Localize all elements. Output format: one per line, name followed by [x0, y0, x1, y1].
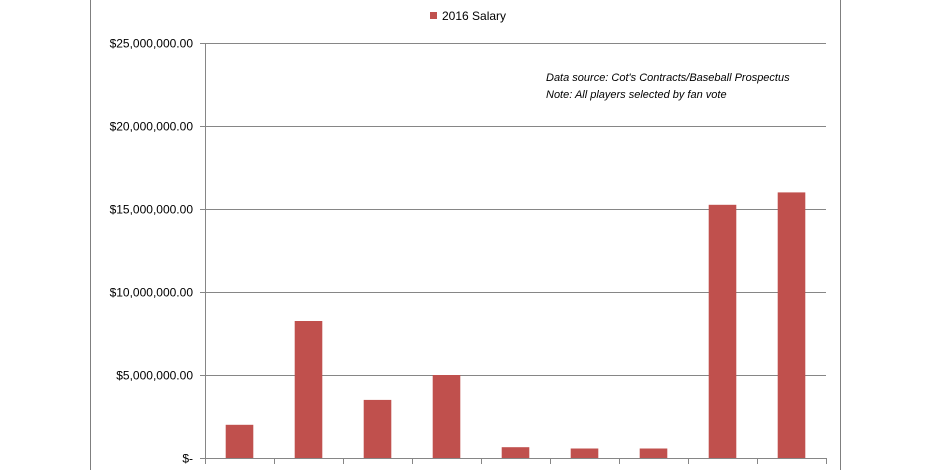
bar-6 — [570, 448, 599, 458]
y-tick-label: $15,000,000.00 — [110, 203, 194, 217]
annotation-source: Data source: Cot's Contracts/Baseball Pr… — [546, 72, 790, 84]
y-tick-label: $25,000,000.00 — [110, 37, 194, 51]
bar-3 — [363, 399, 392, 458]
annotation: Data source: Cot's Contracts/Baseball Pr… — [546, 72, 790, 101]
legend: 2016 Salary — [430, 9, 506, 23]
bar-4 — [432, 375, 461, 458]
bar-1 — [225, 424, 254, 458]
bar-7 — [639, 448, 668, 458]
bar-2 — [294, 321, 323, 458]
chart-frame-left-border — [90, 0, 91, 470]
chart-frame-right-border — [840, 0, 841, 470]
y-tick-label: $10,000,000.00 — [110, 286, 194, 300]
bar-9 — [777, 192, 806, 458]
y-tick-label: $- — [182, 452, 193, 466]
bars — [225, 192, 806, 458]
y-axis: $- $5,000,000.00 $10,000,000.00 $15,000,000… — [110, 37, 206, 466]
y-tick-label: $20,000,000.00 — [110, 120, 194, 134]
bar-5 — [501, 447, 530, 458]
y-tick-label: $5,000,000.00 — [116, 369, 193, 383]
legend-label: 2016 Salary — [442, 9, 506, 23]
bar-8 — [708, 204, 737, 458]
x-axis — [205, 458, 827, 464]
annotation-note: Note: All players selected by fan vote — [546, 89, 727, 101]
legend-swatch — [430, 12, 437, 19]
